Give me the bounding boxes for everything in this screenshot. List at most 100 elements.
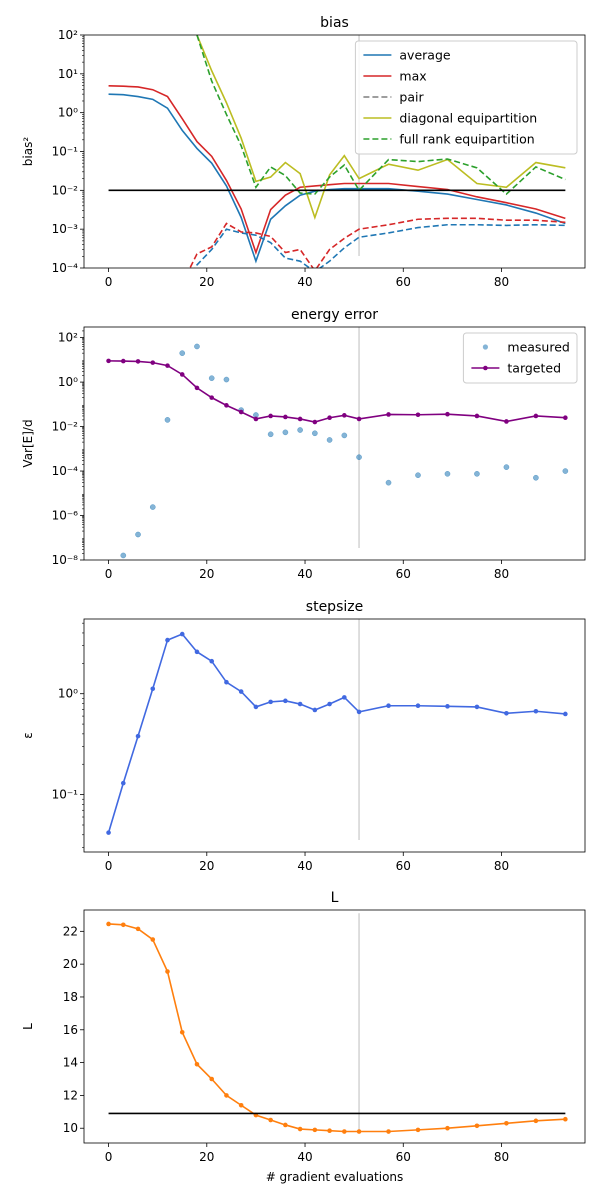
- series-full-rank-equipartition-line: [196, 35, 566, 196]
- y-tick-label: 10⁻⁶: [52, 509, 79, 523]
- y-tick-label: 10⁻²: [52, 183, 79, 197]
- legend-label: max: [399, 69, 426, 84]
- data-point: [194, 343, 200, 350]
- data-point: [504, 419, 509, 424]
- data-point: [224, 1093, 229, 1098]
- legend-label: diagonal equipartition: [399, 111, 537, 126]
- data-point: [327, 701, 332, 707]
- x-tick-label: 60: [396, 1150, 411, 1164]
- data-point: [503, 464, 510, 470]
- y-tick-label: 10²: [58, 28, 78, 42]
- data-point: [415, 703, 421, 709]
- data-point: [312, 1127, 318, 1133]
- data-point: [120, 922, 126, 928]
- legend-box: [354, 40, 578, 155]
- data-point: [150, 937, 156, 942]
- data-point: [356, 1129, 362, 1134]
- data-point: [562, 468, 569, 474]
- data-point: [135, 926, 141, 932]
- subplot-1: bias bias² 0 20 40 60 80 10⁻⁴ 10⁻³ 10⁻² 10⁻¹ 10⁰ 10¹…: [21, 15, 586, 289]
- data-point: [386, 703, 391, 709]
- data-point: [150, 686, 156, 692]
- chart-title: bias: [320, 15, 349, 31]
- x-axis-label: # gradient evaluations: [266, 1170, 404, 1184]
- data-point: [238, 1102, 244, 1108]
- data-point: [179, 372, 185, 377]
- x-tick-label: 80: [494, 1150, 509, 1164]
- y-tick-label: 10⁻²: [52, 420, 79, 434]
- x-tick-label: 0: [105, 1150, 113, 1164]
- legend-label: targeted: [507, 361, 561, 376]
- legend: average max pair diagonal equipartition full…: [354, 40, 578, 155]
- data-point: [445, 704, 450, 709]
- data-point: [179, 631, 185, 637]
- data-point: [165, 637, 170, 643]
- series-unnamed-0-line: [108, 923, 566, 1133]
- subplot-3: stepsize ε 0 20 40 60 80 10⁻¹ 10⁰: [21, 599, 586, 873]
- y-tick-label: 14: [63, 1056, 78, 1070]
- data-point: [106, 358, 111, 364]
- legend-label: full rank equipartition: [399, 132, 534, 147]
- data-point: [385, 479, 392, 486]
- y-tick-label: 10⁻¹: [52, 788, 79, 802]
- data-point: [238, 689, 244, 694]
- data-point: [120, 552, 127, 559]
- data-point: [474, 1123, 480, 1129]
- legend-marker: [482, 344, 488, 350]
- y-axis-label: L: [21, 1023, 35, 1030]
- data-point: [283, 414, 288, 420]
- data-point: [386, 1129, 391, 1134]
- y-tick-label: 10⁰: [58, 375, 78, 389]
- data-point: [342, 1129, 347, 1134]
- legend-label: average: [399, 48, 450, 63]
- y-tick-label: 22: [63, 924, 78, 938]
- series-average-line: [108, 93, 566, 264]
- y-tick-label: 10⁻⁸: [52, 553, 79, 567]
- data-point: [238, 409, 244, 415]
- data-point: [165, 363, 170, 368]
- series-unnamed-6-line: [189, 217, 566, 268]
- data-point: [563, 1116, 568, 1122]
- data-point: [312, 419, 318, 425]
- data-point: [135, 733, 141, 739]
- data-point: [297, 1126, 303, 1132]
- x-tick-label: 0: [105, 859, 113, 873]
- legend-label: measured: [507, 340, 569, 355]
- plot-area: [106, 327, 569, 559]
- data-point: [445, 411, 450, 417]
- data-point: [164, 417, 171, 423]
- y-tick-label: 18: [63, 990, 78, 1004]
- data-point: [282, 429, 289, 436]
- y-tick-label: 10⁰: [58, 687, 78, 701]
- data-point: [342, 695, 347, 700]
- data-point: [209, 658, 215, 664]
- data-point: [120, 358, 126, 364]
- x-tick-label: 80: [494, 859, 509, 873]
- y-tick-label: 16: [63, 1023, 78, 1037]
- plot-area: [106, 913, 568, 1134]
- chart-title: stepsize: [306, 599, 363, 615]
- data-point: [533, 474, 539, 481]
- data-point: [150, 360, 156, 365]
- data-point: [415, 472, 421, 479]
- data-point: [504, 710, 509, 716]
- data-point: [179, 1029, 185, 1035]
- x-tick-label: 60: [396, 859, 411, 873]
- data-point: [106, 921, 111, 927]
- plot-area: [106, 619, 568, 840]
- data-point: [474, 470, 480, 477]
- data-point: [194, 649, 200, 655]
- y-tick-label: 20: [63, 957, 78, 971]
- y-axis-label: Var[E]/d: [21, 419, 35, 467]
- y-tick-label: 12: [63, 1088, 78, 1102]
- x-tick-label: 40: [297, 567, 312, 581]
- data-point: [209, 1076, 215, 1082]
- data-point: [297, 427, 303, 433]
- y-tick-label: 10⁻¹: [52, 145, 79, 159]
- data-point: [563, 711, 568, 717]
- subplot-4: L L # gradient evaluations 0 20 40 60 80 10 12 14 1…: [21, 890, 586, 1184]
- x-tick-label: 40: [297, 859, 312, 873]
- data-point: [326, 437, 333, 443]
- data-point: [224, 679, 229, 685]
